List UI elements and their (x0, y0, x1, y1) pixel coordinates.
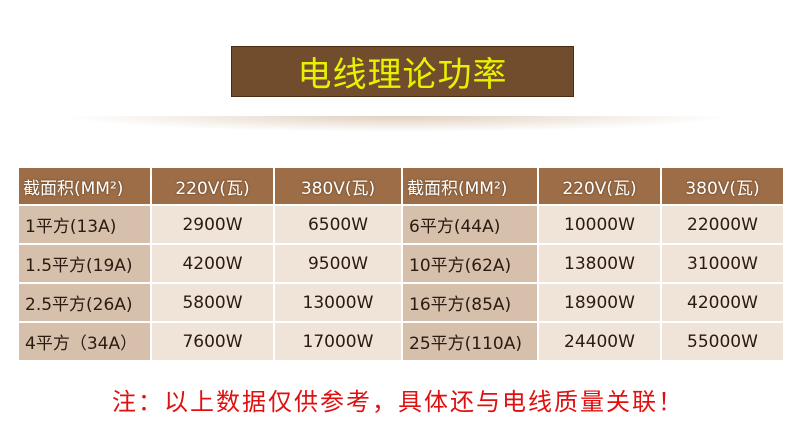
page-title: 电线理论功率 (297, 55, 508, 95)
disclaimer-note: 注：以上数据仅供参考，具体还与电线质量关联！ (112, 388, 684, 416)
cell: 2.5平方(26A) (19, 284, 150, 321)
cell: 16平方(85A) (403, 284, 537, 321)
cell: 1平方(13A) (19, 206, 150, 243)
title-banner: 电线理论功率 (231, 46, 574, 97)
cell: 31000W (662, 245, 783, 282)
cell: 17000W (275, 323, 401, 360)
cell: 13800W (539, 245, 660, 282)
cell: 1.5平方(19A) (19, 245, 150, 282)
cell: 13000W (275, 284, 401, 321)
header-cell: 380V(瓦) (275, 168, 401, 204)
cell: 55000W (662, 323, 783, 360)
cell: 22000W (662, 206, 783, 243)
header-cell: 380V(瓦) (662, 168, 783, 204)
table-row: 1平方(13A) 2900W 6500W 6平方(44A) 10000W 22000W (19, 206, 783, 243)
power-table: 截面积(MM²) 220V(瓦) 380V(瓦) 截面积(MM²) 220V(瓦… (17, 166, 785, 362)
cell: 4200W (152, 245, 273, 282)
cell: 10平方(62A) (403, 245, 537, 282)
header-cell: 截面积(MM²) (403, 168, 537, 204)
header-cell: 截面积(MM²) (19, 168, 150, 204)
cell: 25平方(110A) (403, 323, 537, 360)
cell: 4平方（34A） (19, 323, 150, 360)
table-header: 截面积(MM²) 220V(瓦) 380V(瓦) 截面积(MM²) 220V(瓦… (19, 168, 783, 204)
cell: 18900W (539, 284, 660, 321)
cell: 9500W (275, 245, 401, 282)
cell: 7600W (152, 323, 273, 360)
header-cell: 220V(瓦) (539, 168, 660, 204)
cell: 24400W (539, 323, 660, 360)
cell: 42000W (662, 284, 783, 321)
cell: 2900W (152, 206, 273, 243)
table-row: 2.5平方(26A) 5800W 13000W 16平方(85A) 18900W 4200… (19, 284, 783, 321)
cell: 6500W (275, 206, 401, 243)
cell: 6平方(44A) (403, 206, 537, 243)
divider-shadow (60, 116, 736, 132)
cell: 5800W (152, 284, 273, 321)
header-cell: 220V(瓦) (152, 168, 273, 204)
cell: 10000W (539, 206, 660, 243)
table-row: 4平方（34A） 7600W 17000W 25平方(110A) 24400W 55000… (19, 323, 783, 360)
table-row: 1.5平方(19A) 4200W 9500W 10平方(62A) 13800W 31000… (19, 245, 783, 282)
